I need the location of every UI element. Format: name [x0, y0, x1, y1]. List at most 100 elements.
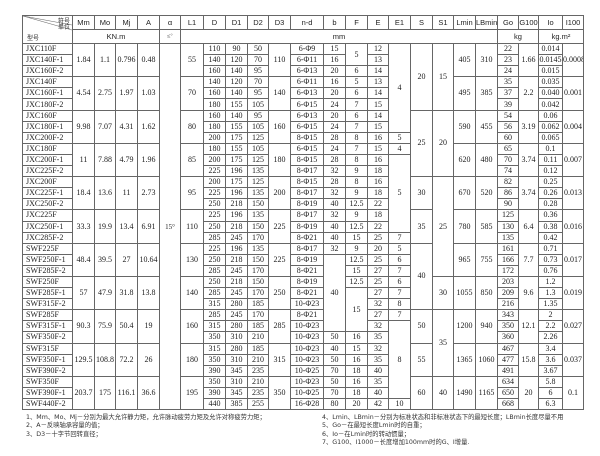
cell-nd: 6-Φ13	[290, 87, 324, 100]
cell-Mo: 175	[94, 375, 116, 411]
cell-model: SWF225F	[22, 242, 73, 255]
cell-D1: 245	[225, 231, 248, 244]
cell-nd: 8-Φ19	[290, 198, 324, 211]
cell-E: 25	[367, 231, 389, 244]
cell-E: 32	[367, 298, 389, 311]
table-row: JXC160F 9.98 7.07 4.31 1.62 80 160 140 95 160 6-Φ1…	[22, 109, 584, 178]
cell-nd: 8-Φ21	[290, 264, 324, 277]
cell-F: 8	[345, 176, 368, 189]
cell-b: 16	[323, 76, 346, 89]
cell-F: 7	[345, 120, 368, 133]
cell-b: 40	[323, 342, 346, 355]
cell-b: 50	[323, 375, 346, 388]
table-row: SWF350F-1 350 310 210 10-Φ23 50 16 35 477 3.6	[22, 353, 584, 366]
cell-D2: 185	[247, 342, 269, 355]
cell-A: 19	[137, 309, 160, 344]
note: 7、G100、I1000－长度增加100mm时的G、I增量.	[322, 439, 470, 447]
cell-L1: 160	[180, 309, 204, 344]
table-row: JXC160F-2 160 140 95 6-Φ13 20 6 14 24 0.015	[22, 65, 584, 78]
cell-model: JXC140F	[22, 76, 73, 89]
cell-F: 12.5	[345, 198, 368, 211]
cell-Mj: 11	[115, 176, 138, 211]
cell-E1: 4	[388, 142, 411, 155]
note: 4、Lmin、LBmin－分别为标准状态和非标准状态下的最短长度；LBmin长度…	[322, 414, 564, 421]
cell-L1: 140	[180, 275, 204, 311]
cell-L1: 110	[180, 209, 204, 244]
cell-I100: 0.037	[562, 342, 584, 377]
cell-b: 32	[323, 187, 346, 200]
cell-Mj: 13.4	[115, 209, 138, 244]
cell-D2: 185	[247, 320, 269, 333]
cell-D: 350	[203, 331, 226, 344]
cell-Go: 86	[497, 187, 519, 200]
cell-F: 9	[345, 209, 368, 222]
cell-D: 440	[203, 397, 226, 411]
cell-E: 16	[367, 131, 389, 144]
cell-E: 35	[367, 331, 389, 344]
cell-Go: 477	[497, 353, 519, 366]
cell-E: 20	[367, 242, 389, 255]
cell-Io: 0.035	[538, 76, 563, 89]
cell-D1: 345	[225, 364, 248, 377]
cell-F: 5	[345, 42, 368, 67]
cell-model: SWF390F-1	[22, 386, 73, 400]
cell-L1: 55	[180, 42, 204, 78]
cell-D: 315	[203, 298, 226, 311]
cell-nd: 6-Φ13	[290, 109, 324, 122]
cell-D2: 125	[247, 153, 269, 167]
cell-D: 285	[203, 287, 226, 300]
cell-Io: 0.0145	[538, 54, 563, 67]
cell-D: 390	[203, 386, 226, 400]
cell-Mo: 7.88	[94, 142, 116, 178]
col-D3: D3	[268, 15, 291, 30]
cell-b: 20	[323, 87, 346, 100]
notes-right: 4、Lmin、LBmin－分别为标准状态和非标准状态下的最短长度；LBmin长度…	[322, 414, 563, 448]
cell-E: 18	[367, 209, 389, 222]
col-n-d: n-d	[290, 15, 324, 30]
cell-F: 18	[345, 386, 368, 400]
cell-nd: 8-Φ19	[290, 275, 324, 289]
cell-S1: 25	[432, 176, 454, 277]
cell-Mm: 90.3	[72, 309, 95, 344]
cell-Go: 343	[497, 309, 519, 322]
cell-Go: 35	[497, 76, 519, 89]
cell-b: 20	[323, 109, 346, 122]
cell-Mm: 1.84	[72, 42, 95, 78]
cell-model: JXC200F-2	[22, 131, 73, 144]
cell-D: 285	[203, 231, 226, 244]
cell-Go: 634	[497, 375, 519, 388]
cell-nd: 8-Φ17	[290, 242, 324, 255]
cell-Mm: 33.3	[72, 209, 95, 244]
cell-Mo: 1.1	[94, 42, 116, 78]
cell-Mm: 203.7	[72, 375, 95, 411]
cell-model: JXC250F-2	[22, 198, 73, 211]
cell-Io: 0.38	[538, 220, 563, 233]
cell-S1: 30	[432, 275, 454, 311]
cell-model: JXC160F	[22, 109, 73, 122]
cell-D1: 245	[225, 264, 248, 277]
cell-D2: 210	[247, 353, 269, 366]
cell-Go: 74	[497, 165, 519, 178]
cell-D1: 155	[225, 120, 248, 133]
cell-Io: 0.36	[538, 209, 563, 222]
table-row: JXC180F 11 7.88 4.79 1.96 85 180 155 105 180 6-Φ15…	[22, 142, 584, 178]
cell-E1: 7	[388, 264, 411, 277]
cell-G100: 12.1	[518, 309, 539, 344]
cell-Mj: 31.8	[115, 275, 138, 311]
cell-E: 16	[367, 176, 389, 189]
cell-D1: 245	[225, 309, 248, 322]
cell-F: 16	[345, 331, 368, 344]
cell-D: 390	[203, 364, 226, 377]
cell-LBmin: 850	[475, 275, 498, 311]
cell-L1: 130	[180, 242, 204, 277]
cell-D1: 196	[225, 165, 248, 178]
table-row: JXC110F 1.84 1.1 0.796 0.48 15° 55 110 90 50 110 6-…	[22, 42, 584, 411]
cell-D1: 175	[225, 176, 248, 189]
spec-table-body: JXC110F 1.84 1.1 0.796 0.48 15° 55 110 90 50 110 6-…	[22, 42, 584, 411]
cell-Mo: 13.6	[94, 176, 116, 211]
col-alpha: α	[159, 15, 181, 30]
cell-b: 40	[323, 198, 346, 211]
cell-b: 28	[323, 176, 346, 189]
cell-D2: 95	[247, 65, 269, 78]
table-row: SWF285F 90.3 75.9 50.4 19 160 285 245 170 285 8-Φ2…	[22, 309, 584, 377]
